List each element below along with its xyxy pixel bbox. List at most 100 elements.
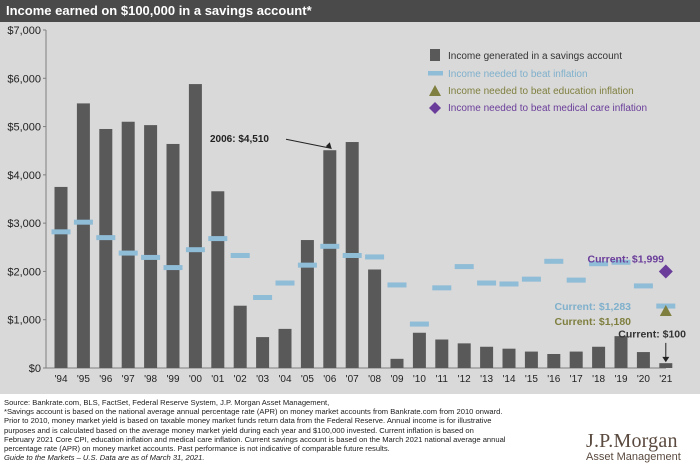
annotation-2006-arrow [285, 138, 331, 149]
annotation-2006-arrowhead [325, 142, 332, 150]
x-tick-label: '15 [525, 374, 538, 385]
chart-title: Income earned on $100,000 in a savings a… [6, 3, 312, 18]
bar [614, 336, 628, 368]
guide-note: Guide to the Markets – U.S. Data are as … [4, 453, 205, 463]
bar [144, 125, 158, 368]
footnote-line: *Savings account is based on the nationa… [4, 407, 503, 417]
x-tick-label: '03 [256, 374, 269, 385]
source-line: Source: Bankrate.com, BLS, FactSet, Fede… [4, 398, 330, 407]
y-tick-label: $1,000 [7, 315, 41, 327]
inflation-dash [499, 281, 519, 287]
inflation-dash [96, 235, 116, 241]
annotation-savings-arrowhead [662, 356, 670, 363]
x-tick-label: '99 [166, 374, 179, 385]
legend-inflation-swatch [428, 71, 443, 76]
inflation-dash [208, 236, 228, 242]
education-marker [659, 305, 672, 317]
footnote-line: Prior to 2010, money market yield is bas… [4, 416, 492, 426]
inflation-dash [163, 265, 183, 271]
bar [211, 191, 225, 368]
inflation-dash [365, 254, 385, 260]
x-tick-label: '18 [592, 374, 605, 385]
bar [524, 351, 538, 368]
inflation-dash [454, 264, 474, 270]
legend-medical-swatch [429, 102, 441, 114]
bar [547, 353, 561, 368]
x-tick-label: '98 [144, 374, 157, 385]
footnote-line: February 2021 Core CPI, education inflat… [4, 434, 506, 444]
bar [412, 332, 426, 368]
x-tick-label: '95 [77, 374, 90, 385]
inflation-dash [589, 261, 609, 267]
bar [99, 128, 113, 368]
inflation-dash [633, 283, 653, 289]
inflation-dash [51, 229, 71, 235]
x-tick-label: '12 [458, 374, 471, 385]
inflation-dash [477, 280, 497, 286]
y-tick-label: $2,000 [7, 266, 41, 278]
x-tick-label: '17 [570, 374, 583, 385]
inflation-dash [185, 247, 205, 253]
inflation-dash [230, 252, 250, 258]
bar [636, 352, 650, 368]
chart-svg: $0 $1,000 $2,000 $3,000 $4,000 $5,000 $6,000 $7… [7, 25, 686, 385]
footnote-line: percentage rate (APR) on money market ac… [4, 444, 390, 454]
bar [368, 269, 382, 368]
y-tick-label: $5,000 [7, 122, 41, 134]
x-tick-label: '97 [122, 374, 135, 385]
inflation-dash [611, 259, 631, 265]
legend-education-swatch [429, 85, 441, 96]
bar [256, 337, 270, 368]
inflation-dash [141, 254, 161, 260]
bar [502, 348, 516, 368]
medical-marker [658, 264, 673, 279]
inflation-dash [544, 258, 564, 264]
legend-bar-swatch [430, 49, 440, 61]
logo-name: J.P.Morgan [586, 430, 678, 452]
x-tick-label: '21 [659, 374, 672, 385]
x-tick-label: '04 [278, 374, 291, 385]
bar [278, 328, 292, 368]
x-tick-label: '94 [54, 374, 67, 385]
legend-label-education: Income needed to beat education inflatio… [448, 86, 634, 97]
x-tick-label: '08 [368, 374, 381, 385]
bar [166, 143, 180, 368]
bar [233, 305, 247, 368]
inflation-dash [275, 280, 295, 286]
y-tick-label: $6,000 [7, 73, 41, 85]
bar [300, 240, 314, 368]
x-tick-label: '11 [436, 374, 449, 385]
y-tick-label: $0 [29, 363, 41, 375]
inflation-dash [73, 219, 93, 225]
bar [457, 343, 471, 368]
inflation-dash [409, 321, 429, 327]
bar [76, 103, 90, 368]
annotation-education: Current: $1,180 [555, 316, 632, 328]
inflation-dash [387, 282, 407, 288]
x-tick-label: '01 [211, 374, 224, 385]
x-tick-label: '96 [99, 374, 112, 385]
legend-label-inflation: Income needed to beat inflation [448, 69, 588, 80]
x-tick-label: '02 [234, 374, 247, 385]
inflation-dash [297, 262, 317, 268]
legend-label-medical: Income needed to beat medical care infla… [448, 103, 647, 114]
x-tick-label: '05 [301, 374, 314, 385]
x-tick-label: '19 [614, 374, 627, 385]
inflation-dash [320, 243, 340, 249]
bar [390, 358, 404, 368]
x-tick-label: '07 [346, 374, 359, 385]
logo-subtitle: Asset Management [586, 451, 681, 463]
bar [480, 346, 494, 368]
bar [435, 339, 449, 368]
x-tick-label: '06 [323, 374, 336, 385]
source-notes: Source: Bankrate.com, BLS, FactSet, Fede… [4, 398, 574, 462]
bar [659, 363, 673, 368]
x-tick-label: '20 [637, 374, 650, 385]
y-tick-label: $4,000 [7, 170, 41, 182]
x-tick-label: '13 [480, 374, 493, 385]
footnote-line: purposes and is calculated based on the … [4, 425, 474, 435]
inflation-dash [253, 295, 273, 301]
y-tick-label: $3,000 [7, 218, 41, 230]
inflation-dash [432, 285, 452, 291]
x-tick-label: '14 [502, 374, 515, 385]
